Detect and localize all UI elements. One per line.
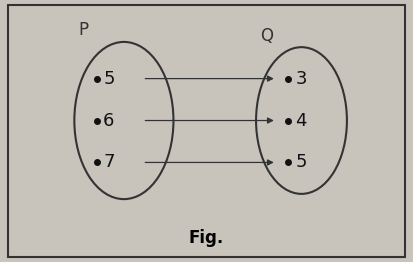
Text: Fig.: Fig.	[189, 230, 224, 247]
Text: 4: 4	[295, 112, 307, 129]
Text: 5: 5	[103, 70, 115, 88]
Text: Q: Q	[260, 26, 273, 45]
Text: 7: 7	[103, 154, 115, 171]
Text: 3: 3	[295, 70, 307, 88]
Text: P: P	[78, 21, 89, 39]
Text: 5: 5	[295, 154, 307, 171]
Text: 6: 6	[103, 112, 115, 129]
